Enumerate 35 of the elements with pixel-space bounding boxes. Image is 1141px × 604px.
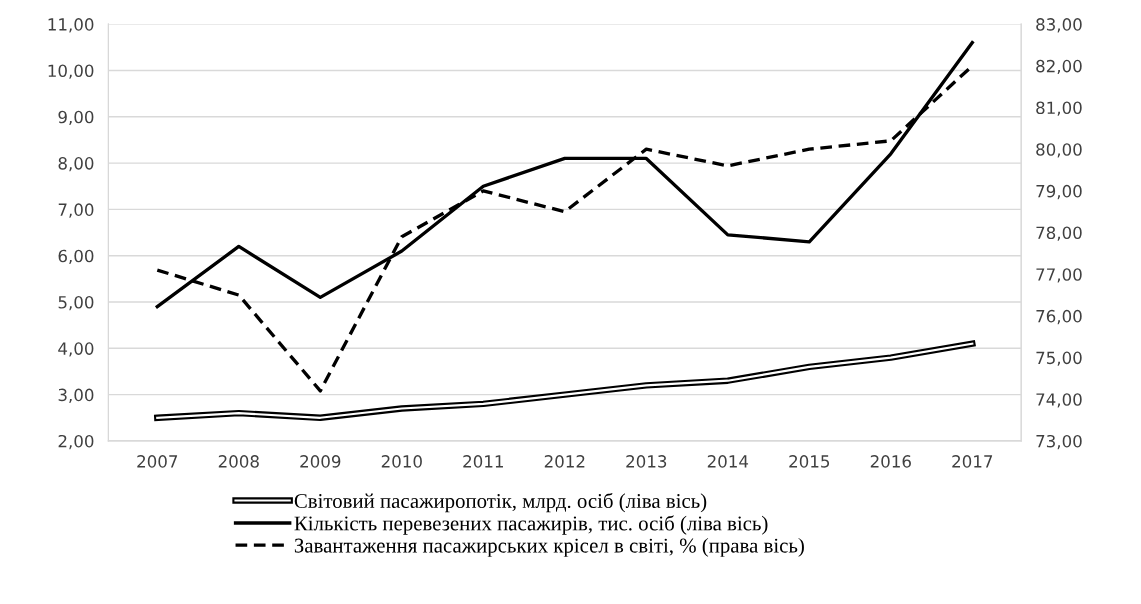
x-tick-label: 2016 (870, 455, 911, 468)
y2-tick-label: 83,00 (1036, 18, 1082, 33)
legend-label: Кількість перевезених пасажирів, тис. осіб (ліва вісь) (294, 515, 768, 535)
y2-tick-label: 73,00 (1036, 434, 1082, 450)
x-tick-label: 2012 (544, 455, 585, 468)
y-tick-label: 2,00 (58, 434, 94, 450)
y-tick-label: 9,00 (58, 110, 94, 126)
y2-tick-label: 81,00 (1036, 101, 1082, 116)
x-tick-label: 2013 (626, 455, 667, 468)
y-tick-label: 8,00 (58, 157, 94, 172)
y-tick-label: 3,00 (58, 388, 94, 403)
y2-tick-label: 82,00 (1036, 59, 1082, 75)
y-tick-label: 5,00 (58, 295, 94, 311)
y2-tick-label: 74,00 (1036, 393, 1082, 408)
legend-label: Завантаження пасажирських крісел в світі, % (права вісь) (294, 537, 804, 557)
x-tick-label: 2015 (789, 455, 830, 468)
y2-tick-label: 79,00 (1036, 184, 1082, 200)
x-tick-label: 2010 (381, 455, 422, 468)
x-tick-label: 2017 (952, 455, 993, 468)
y-tick-label: 4,00 (58, 342, 94, 357)
legend-label: Світовий пасажиропотік, млрд. осіб (ліва вісь) (294, 492, 707, 513)
y-tick-label: 7,00 (58, 203, 94, 218)
y2-tick-label: 80,00 (1036, 143, 1082, 158)
x-tick-label: 2009 (300, 455, 341, 468)
y-tick-label: 11,00 (48, 18, 94, 33)
y-tick-label: 6,00 (58, 249, 94, 264)
x-tick-label: 2011 (463, 455, 503, 468)
y-tick-label: 10,00 (48, 64, 94, 79)
y2-tick-label: 76,00 (1036, 309, 1082, 325)
x-tick-label: 2008 (218, 455, 259, 468)
x-tick-label: 2014 (707, 455, 749, 468)
y2-tick-label: 77,00 (1036, 268, 1082, 283)
y2-tick-label: 78,00 (1036, 226, 1082, 241)
y2-tick-label: 75,00 (1036, 351, 1082, 366)
x-tick-label: 2007 (137, 455, 178, 468)
